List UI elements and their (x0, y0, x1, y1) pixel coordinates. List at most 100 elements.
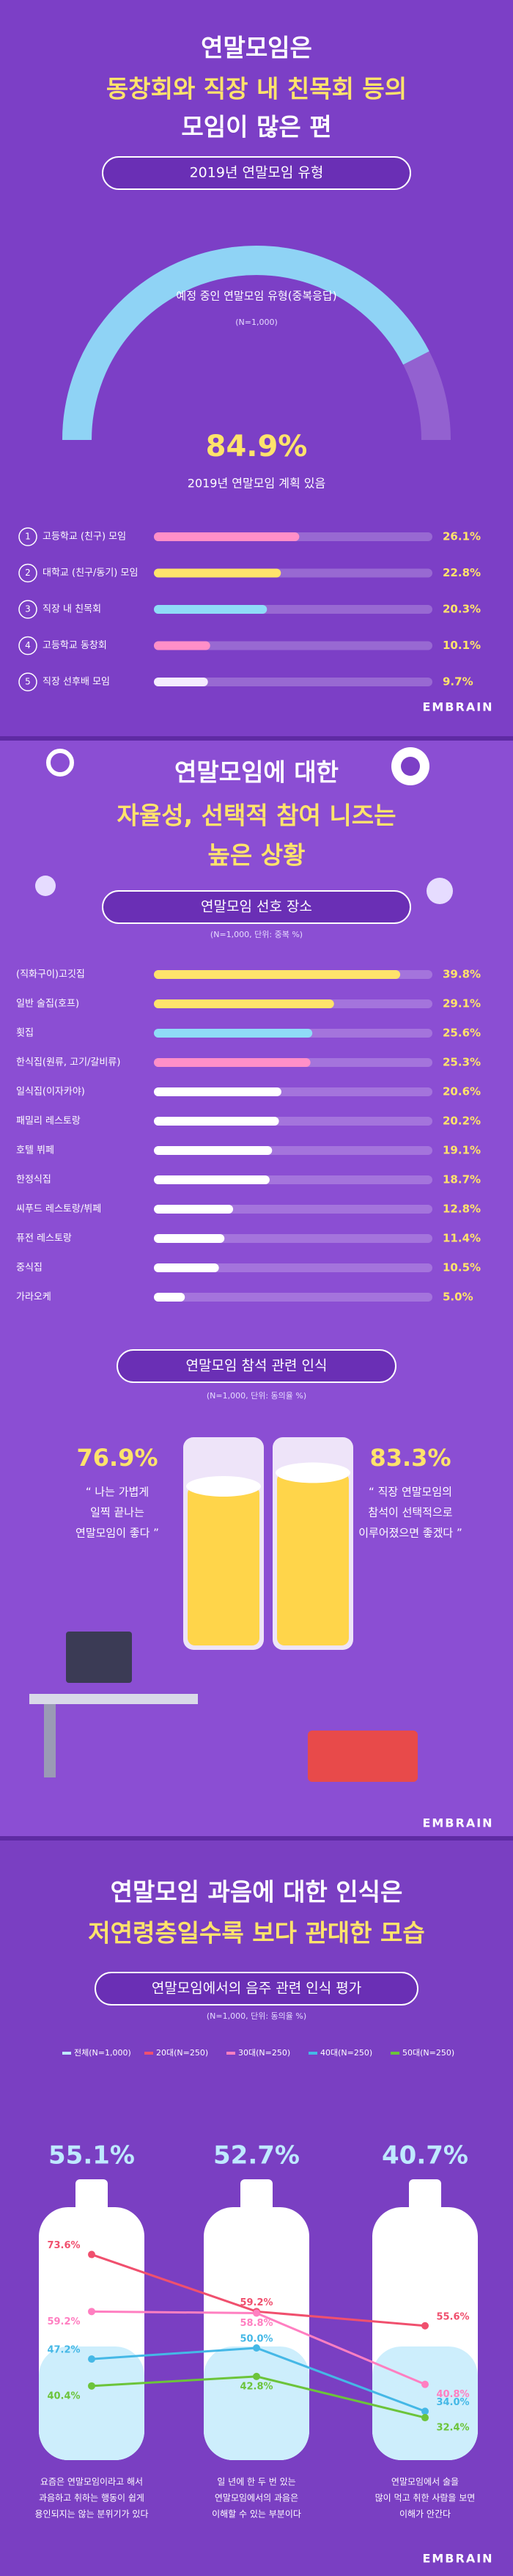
bar (154, 1293, 185, 1302)
title-line: 연말모임 과음에 대한 인식은 (111, 1878, 403, 1907)
rank-badge (18, 672, 37, 691)
glass-foam (276, 1462, 350, 1483)
category-label: 고등학교 동창회 (43, 640, 107, 651)
category-label: 호텔 뷔페 (16, 1145, 54, 1156)
bar-track (154, 641, 432, 650)
point (88, 2355, 95, 2363)
category-label: 일식집(이자카야) (16, 1087, 85, 1098)
point (421, 2414, 429, 2422)
point-label: 58.8% (240, 2318, 273, 2329)
rank-badge (18, 600, 37, 619)
source-logo: EMBRAIN (422, 2552, 493, 2566)
point-label: 59.2% (240, 2297, 273, 2308)
bottle-neck (409, 2179, 441, 2216)
bar (154, 1263, 219, 1272)
sample: (N=1,000, 단위: 동의율 %) (207, 2011, 306, 2021)
source-logo: EMBRAIN (422, 1816, 493, 1830)
category-label: 직장 내 친목회 (43, 604, 101, 615)
caption-line: 요즘은 연말모임이라고 해서 (40, 2477, 143, 2487)
bar (154, 641, 210, 650)
point (253, 2309, 260, 2317)
category-label: 횟집 (16, 1028, 34, 1039)
category-label: 한정식집 (16, 1175, 51, 1186)
quote-line: 연말모임이 좋다 ” (75, 1527, 159, 1540)
title-line: 자율성, 선택적 참여 니즈는 (117, 801, 396, 830)
point (421, 2380, 429, 2388)
rank-number: 1 (25, 532, 31, 542)
value-label: 25.6% (443, 1027, 481, 1040)
caption-line: 용인되지는 않는 분위기가 있다 (35, 2509, 149, 2520)
value-label: 19.1% (443, 1144, 481, 1157)
value-label: 83.3% (369, 1444, 451, 1472)
subtitle: 2019년 연말모임 유형 (190, 165, 324, 181)
value-label: 39.8% (443, 968, 481, 981)
title-line: 높은 상황 (208, 841, 306, 870)
value-label: 25.3% (443, 1056, 481, 1069)
value-label: 20.6% (443, 1085, 481, 1098)
bar (154, 1029, 313, 1038)
quote-line: 이루어졌으면 좋겠다 ” (358, 1527, 462, 1540)
bar (154, 605, 267, 614)
caption-line: 과음하고 취하는 행동이 쉽게 (39, 2492, 144, 2503)
value-label: 76.9% (76, 1444, 158, 1472)
quote-line: 일찍 끝나는 (90, 1506, 144, 1519)
caption-line: 연말모임에서의 과음은 (215, 2493, 298, 2503)
divider (0, 736, 513, 741)
legend-label: 20대(N=250) (156, 2048, 208, 2058)
subtitle-pill (102, 156, 411, 190)
divider (0, 1836, 513, 1841)
bar (154, 970, 401, 979)
monitor (66, 1632, 132, 1683)
point (88, 2250, 95, 2258)
value-label: 22.8% (443, 566, 481, 579)
bar (154, 532, 300, 541)
category-label: 한식집(원류, 고기/갈비류) (16, 1057, 120, 1068)
rank-number: 3 (25, 604, 31, 614)
deco-button (401, 757, 420, 776)
value-label: 5.0% (443, 1291, 473, 1304)
overall-value: 40.7% (382, 2141, 468, 2170)
highlight-text: 2019년 연말모임 계획 있음 (188, 477, 325, 491)
point-label: 50.0% (240, 2334, 273, 2345)
point (253, 2372, 260, 2380)
title-line: 연말모임은 (201, 34, 312, 62)
quote-line: 참석이 선택적으로 (368, 1506, 452, 1519)
point-label: 55.6% (436, 2311, 469, 2322)
point (421, 2407, 429, 2415)
source-logo: EMBRAIN (422, 700, 493, 714)
value-label: 20.2% (443, 1115, 481, 1128)
subtitle-pill (102, 890, 411, 924)
bottle-liquid (204, 2346, 309, 2460)
bar-track (154, 1293, 432, 1302)
point-label: 32.4% (436, 2423, 469, 2434)
caption-line: 많이 먹고 취한 사람을 보면 (375, 2493, 476, 2503)
subtitle: 연말모임 선호 장소 (201, 899, 312, 915)
value-label: 10.1% (443, 639, 481, 652)
point-label: 34.0% (436, 2397, 469, 2408)
category-label: 고등학교 (친구) 모임 (43, 532, 126, 543)
point-label: 40.4% (47, 2390, 80, 2401)
value-label: 9.7% (443, 675, 473, 689)
bottle-neck (75, 2179, 108, 2216)
bar (154, 1058, 311, 1067)
bar (154, 1087, 281, 1096)
point (421, 2322, 429, 2330)
quote-line: “ 직장 연말모임의 (369, 1486, 452, 1499)
category-label: 패밀리 레스토랑 (16, 1116, 81, 1127)
bottle-liquid (372, 2346, 478, 2460)
glass-liquid (277, 1472, 349, 1645)
value-label: 29.1% (443, 997, 481, 1010)
point-label: 40.8% (436, 2389, 469, 2400)
legend-label: 전체(N=1,000) (74, 2048, 131, 2058)
caption-line: 일 년에 한 두 번 있는 (217, 2477, 295, 2487)
value-label: 11.4% (443, 1232, 481, 1245)
arc-value (62, 246, 429, 441)
title-line: 동창회와 직장 내 친목회 등의 (106, 75, 407, 103)
bar (154, 568, 281, 578)
bar-track (154, 1263, 432, 1272)
sample: (N=1,000, 단위: 동의율 %) (207, 1391, 306, 1401)
value-label: 10.5% (443, 1261, 481, 1274)
category-label: 가라오케 (16, 1292, 51, 1303)
